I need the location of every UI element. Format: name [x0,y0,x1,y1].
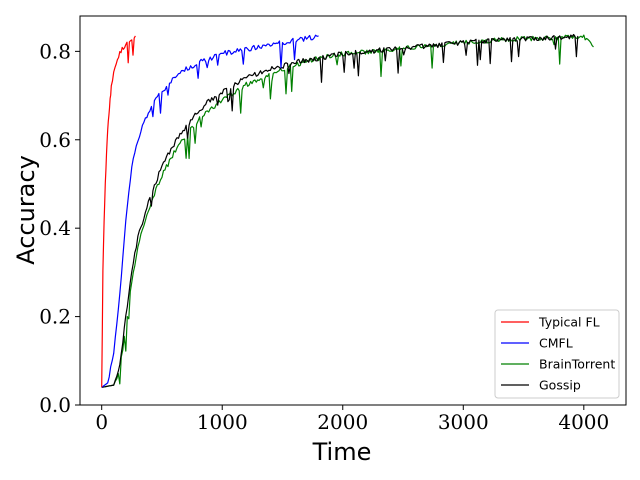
y-axis-label: Accuracy [12,155,40,265]
y-axis-ticks: 0.0 0.2 0.4 0.6 0.8 [39,39,80,417]
legend: Typical FL CMFL BrainTorrent Gossip [494,309,620,399]
x-tick-label: 3000 [438,410,489,434]
legend-entry: CMFL [539,336,573,351]
series-line-typical-fl [101,35,136,388]
series-layer [101,33,594,388]
x-axis-ticks: 0 1000 2000 3000 4000 [95,405,609,434]
y-tick-label: 0.8 [39,39,71,63]
y-tick-label: 0.6 [39,128,71,152]
y-tick-label: 0.0 [39,393,71,417]
series-line-gossip [101,33,579,388]
legend-entry: Gossip [539,378,581,393]
plot-frame [79,15,627,406]
x-tick-label: 4000 [558,410,609,434]
x-tick-label: 0 [95,410,108,434]
x-tick-label: 1000 [197,410,248,434]
legend-entry: Typical FL [538,315,600,330]
x-axis-label: Time [312,438,372,466]
y-tick-label: 0.2 [39,305,71,329]
x-tick-label: 2000 [317,410,368,434]
series-line-cmfl [101,34,319,388]
legend-entry: BrainTorrent [539,357,615,372]
legend-box [494,309,620,399]
y-tick-label: 0.4 [39,216,71,240]
